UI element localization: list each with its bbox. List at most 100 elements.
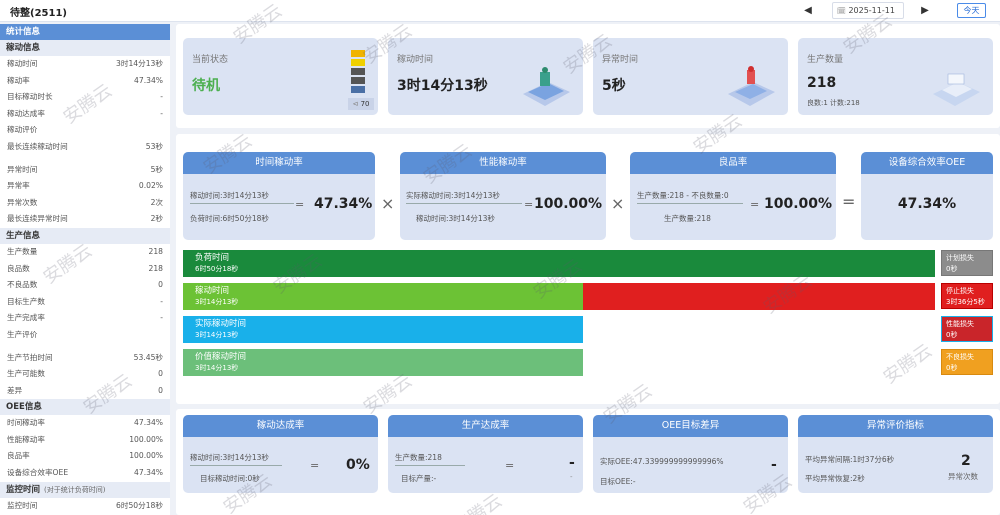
box-stack-icon [933,73,980,106]
stat-label: 异常次数 [7,197,38,207]
time-rate-eq: = [295,198,305,211]
stat-value: 3时14分13秒 [116,59,163,68]
kpi-abnormal-label: 异常时间 [602,55,639,65]
stat-value: 53.45秒 [133,352,163,362]
sidebar-stat-row: 稼动率 47.34% [0,73,170,90]
actual-run-value: 3时14分13秒 [195,331,239,339]
sidebar-stat-row: 生产完成率 - [0,310,170,327]
stat-value: 47.34% [134,418,163,428]
stat-value: 100.00% [129,434,163,444]
perf-loss-tag: 性能损失 0秒 [941,316,993,342]
kpi-abnormal-card: 异常时间 5秒 [593,38,788,115]
sidebar-stat-row: 时间稼动率 47.34% [0,415,170,432]
sidebar-stat-row: 不良品数 0 [0,277,170,294]
plan-loss-value: 0秒 [946,265,958,273]
stat-label: 良品数 [7,263,30,273]
monitor-note: (对于统计负荷时间) [44,485,106,494]
sidebar-section-monitor: 监控时间 (对于统计负荷时间) [0,481,170,498]
stat-label: 稼动评价 [7,125,38,135]
kpi-run-label: 稼动时间 [397,55,434,65]
kpi-production-label: 生产数量 [807,55,844,65]
perf-loss-label: 性能损失 [946,320,974,328]
time-rate-card: 时间稼动率 稼动时间:3时14分13秒 负荷时间:6时50分18秒 = 47.3… [183,152,375,240]
stat-value: 218 [148,246,164,256]
prod-achieve-line2: 目标产量:- [401,474,437,483]
kpi-status-value: 待机 [192,78,220,94]
good-rate-eq: = [750,198,760,211]
actual-run-bar: 实际稼动时间 3时14分13秒 [183,316,583,343]
top-bar: 待整(2511) ◀ 🗓 2025-11-11 ▶ 今天 [0,0,1000,22]
stat-label: 生产评价 [7,329,38,339]
kpi-status-label: 当前状态 [192,55,229,65]
sidebar-stat-row: 最长连续异常时间 2秒 [0,211,170,228]
stop-loss-tag: 停止损失 3时36分5秒 [941,283,993,309]
stop-loss-bar [583,283,935,310]
plan-loss-label: 计划损失 [946,254,974,262]
oee-diff-line2: 目标OEE:- [600,477,636,486]
multiply-op-2: × [611,194,625,213]
prod-achieve-title: 生产达成率 [388,415,583,437]
sidebar-section-oee: OEE信息 [0,399,170,416]
calendar-icon: 🗓 [837,7,846,15]
sidebar-stat-row: 异常次数 2次 [0,195,170,212]
sidebar-stat-row: 差异 0 [0,383,170,400]
sidebar-stat-row: 异常时间 5秒 [0,162,170,179]
stat-value: - [160,313,163,323]
run-time-label: 稼动时间 [195,286,230,296]
perf-rate-eq: = [524,198,534,211]
stat-value: 0.02% [138,181,163,191]
stat-label: 生产可能数 [7,369,45,379]
stat-label: 最长连续异常时间 [7,214,68,224]
stat-value: 47.34% [134,468,163,478]
run-achieve-line1: 稼动时间:3时14分13秒 [190,453,269,462]
stat-value: 218 [148,263,164,273]
perf-loss-value: 0秒 [946,331,958,339]
kpi-panel: 当前状态 待机 ⊲ 70 稼动时间 3时14分13秒 异常时间 5秒 生产数量 … [176,24,1000,128]
sidebar-section-production: 生产信息 [0,227,170,244]
date-picker[interactable]: 🗓 2025-11-11 [832,2,904,19]
today-button[interactable]: 今天 [957,3,986,18]
page-title: 待整(2511) [10,8,67,19]
time-rate-line2: 负荷时间:6时50分18秒 [190,214,269,223]
monitor-title: 监控时间 [6,484,41,495]
run-time-bar: 稼动时间 3时14分13秒 [183,283,583,310]
time-rate-value: 47.34% [314,196,373,212]
next-day-button[interactable]: ▶ [921,5,929,16]
stat-value: 100.00% [129,451,163,461]
bad-loss-label: 不良损失 [946,353,974,361]
prod-achieve-value: - [569,455,575,471]
sidebar-stat-row: 性能稼动率 100.00% [0,432,170,449]
time-rate-line1: 稼动时间:3时14分13秒 [190,191,269,200]
run-achieve-eq: = [310,459,320,472]
status-count: 70 [360,100,370,108]
prev-day-button[interactable]: ◀ [804,5,812,16]
stat-label: 时间稼动率 [7,418,45,428]
equals-op: = [842,192,856,211]
stat-value: 2次 [150,197,163,207]
kpi-production-sub: 良数:1 计数:218 [807,99,860,107]
oee-value: 47.34% [897,196,957,212]
stat-value: 2秒 [150,214,163,224]
sidebar-section-run: 稼动信息 [0,40,170,56]
sidebar-stat-row: 异常率 0.02% [0,178,170,195]
oee-panel: 时间稼动率 稼动时间:3时14分13秒 负荷时间:6时50分18秒 = 47.3… [176,134,1000,404]
stat-value: - [160,296,163,306]
oee-diff-value: - [771,457,777,473]
perf-rate-card: 性能稼动率 实际稼动时间:3时14分13秒 稼动时间:3时14分13秒 = 10… [400,152,606,240]
prod-achieve-line1: 生产数量:218 [395,453,442,462]
bad-loss-value: 0秒 [946,364,958,372]
stat-label: 生产完成率 [7,313,45,323]
sidebar-stat-row: 最长连续稼动时间 53秒 [0,139,170,156]
stat-label: 良品率 [7,451,30,461]
stat-value: 0 [158,385,163,395]
load-time-value: 6时50分18秒 [195,265,239,273]
run-achieve-title: 稼动达成率 [183,415,378,437]
sidebar-stat-row: 监控时间 6时50分18秒 [0,498,170,515]
sidebar-stat-row: 良品数 218 [0,261,170,278]
sidebar-stat-row: 目标稼动时长 - [0,89,170,106]
count-arrow-icon: ⊲ [352,100,361,108]
stat-label: 监控时间 [7,500,38,510]
stat-label: 生产节拍时间 [7,352,53,362]
run-achieve-line2: 目标稼动时间:0秒 [200,474,260,483]
oee-diff-line1: 实际OEE:47.339999999999996% [600,457,724,466]
